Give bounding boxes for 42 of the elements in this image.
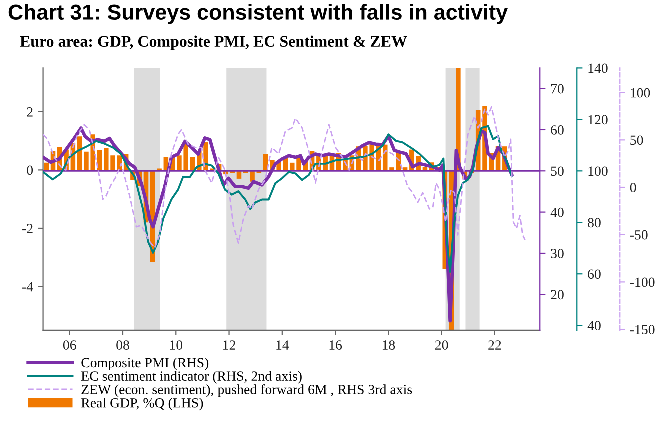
chart-subtitle: Euro area: GDP, Composite PMI, EC Sentiment & ZEW [20,36,408,50]
x-tick-label: 14 [276,340,290,350]
y2-tick-label: 30 [551,249,564,258]
legend-label: Real GDP, %Q (LHS) [81,398,204,411]
y-tick-label: 0 [27,166,34,176]
y-tick-label: 2 [27,108,33,117]
x-tick-label: 20 [435,340,448,350]
y-tick-label: -150 [630,325,655,334]
y3-tick-label: 140 [588,64,608,74]
bar [402,168,408,170]
x-tick-label: 18 [382,340,396,350]
y3-tick-label: 120 [588,115,608,125]
y2-tick-label: 20 [551,290,564,300]
x-tick-label: 12 [224,340,236,350]
y-tick-label: -4 [22,282,34,292]
x-tick-label: 08 [116,340,130,350]
line-series [43,106,526,249]
x-tick-label: 16 [330,340,342,350]
bar [190,157,196,170]
y2-tick-label: 60 [551,126,564,135]
y-tick-label: -100 [630,278,655,288]
x-tick-label: 06 [63,340,76,350]
chart-title: Chart 31: Surveys consistent with falls in activity [8,4,508,24]
y3-tick-label: 40 [588,321,601,331]
x-tick-label: 22 [488,340,502,350]
y-tick-label: 0 [630,183,636,192]
legend-label: ZEW (econ. sentiment), pushed forward 6M , RHS 3rd axis [82,384,412,398]
line-series [43,125,513,274]
y-tick-label: -2 [22,224,33,234]
x-tick-label: 10 [170,340,183,350]
bar [44,162,49,170]
y3-tick-label: 60 [588,270,601,280]
y-tick-label: -50 [630,230,648,240]
y-tick-label: 100 [631,88,650,98]
y-tick-label: 50 [630,136,644,146]
legend-label: EC sentiment indicator (RHS, 2nd axis) [81,371,302,384]
y2-tick-label: 70 [551,84,564,94]
y2-tick-label: 50 [551,166,564,176]
y3-tick-label: 100 [588,166,608,176]
y2-tick-label: 40 [550,208,564,218]
legend-label: Composite PMI (RHS) [82,358,209,370]
y3-tick-label: 80 [588,218,601,228]
